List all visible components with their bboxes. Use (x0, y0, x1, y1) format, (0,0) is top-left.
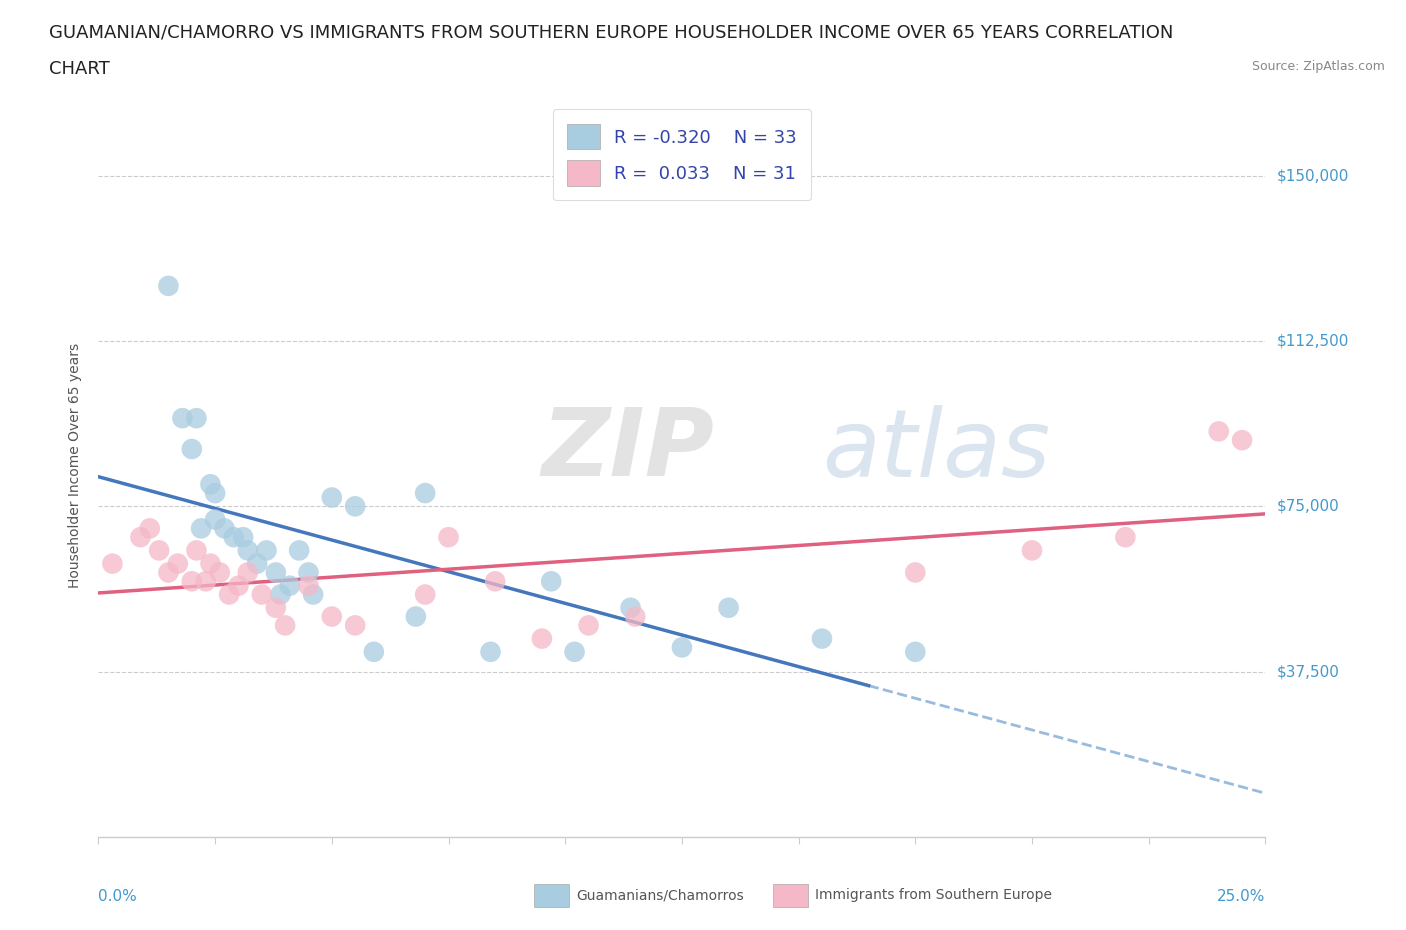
Point (413, 587, 436, 602)
Point (214, 521, 236, 536)
Point (904, 565, 927, 580)
Text: GUAMANIAN/CHAMORRO VS IMMIGRANTS FROM SOUTHERN EUROPE HOUSEHOLDER INCOME OVER 65: GUAMANIAN/CHAMORRO VS IMMIGRANTS FROM SO… (49, 23, 1174, 41)
Point (186, 543, 208, 558)
Point (302, 587, 325, 602)
Point (186, 411, 208, 426)
Point (578, 618, 600, 632)
Point (297, 565, 319, 580)
Point (540, 574, 562, 589)
Point (180, 574, 202, 589)
Text: CHART: CHART (49, 60, 110, 78)
Point (1021, 543, 1043, 558)
Point (274, 618, 297, 632)
Point (321, 490, 343, 505)
Point (200, 477, 222, 492)
Point (717, 600, 740, 615)
Point (297, 578, 319, 593)
Point (1208, 424, 1230, 439)
Point (101, 556, 124, 571)
Point (405, 609, 427, 624)
Text: Immigrants from Southern Europe: Immigrants from Southern Europe (815, 888, 1053, 902)
Point (321, 609, 343, 624)
Text: $112,500: $112,500 (1277, 334, 1348, 349)
Point (222, 530, 245, 545)
Point (344, 618, 367, 632)
Point (157, 565, 180, 580)
Point (148, 543, 170, 558)
Point (204, 512, 226, 527)
Point (269, 587, 291, 602)
Text: $37,500: $37,500 (1277, 664, 1340, 679)
Text: ZIP: ZIP (541, 405, 714, 496)
Text: Guamanians/Chamorros: Guamanians/Chamorros (576, 888, 744, 902)
Point (204, 485, 226, 500)
Point (218, 587, 240, 602)
Point (246, 556, 269, 571)
Point (236, 543, 259, 558)
Point (288, 543, 311, 558)
Point (236, 565, 259, 580)
Point (232, 530, 254, 545)
Point (180, 442, 202, 457)
Point (278, 578, 301, 593)
Point (530, 631, 553, 646)
Point (671, 640, 693, 655)
Point (250, 587, 273, 602)
Point (479, 644, 502, 659)
Point (811, 631, 834, 646)
Point (484, 574, 506, 589)
Point (413, 485, 436, 500)
Point (624, 609, 647, 624)
Text: 25.0%: 25.0% (1218, 889, 1265, 904)
Point (157, 278, 180, 293)
Point (344, 498, 367, 513)
Point (172, 411, 194, 426)
Text: Source: ZipAtlas.com: Source: ZipAtlas.com (1251, 60, 1385, 73)
Point (363, 644, 385, 659)
Legend: R = -0.320    N = 33, R =  0.033    N = 31: R = -0.320 N = 33, R = 0.033 N = 31 (553, 110, 811, 200)
Y-axis label: Householder Income Over 65 years: Householder Income Over 65 years (69, 342, 83, 588)
Point (904, 644, 927, 659)
Text: 0.0%: 0.0% (98, 889, 138, 904)
Point (190, 521, 212, 536)
Point (1114, 530, 1136, 545)
Point (264, 600, 287, 615)
Text: atlas: atlas (823, 405, 1050, 496)
Point (228, 578, 250, 593)
Text: $75,000: $75,000 (1277, 498, 1340, 514)
Point (166, 556, 188, 571)
Text: $150,000: $150,000 (1277, 168, 1348, 183)
Point (208, 565, 231, 580)
Point (264, 565, 287, 580)
Point (200, 556, 222, 571)
Point (194, 574, 217, 589)
Point (1230, 432, 1253, 447)
Point (129, 530, 152, 545)
Point (256, 543, 278, 558)
Point (437, 530, 460, 545)
Point (619, 600, 641, 615)
Point (564, 644, 586, 659)
Point (139, 521, 162, 536)
